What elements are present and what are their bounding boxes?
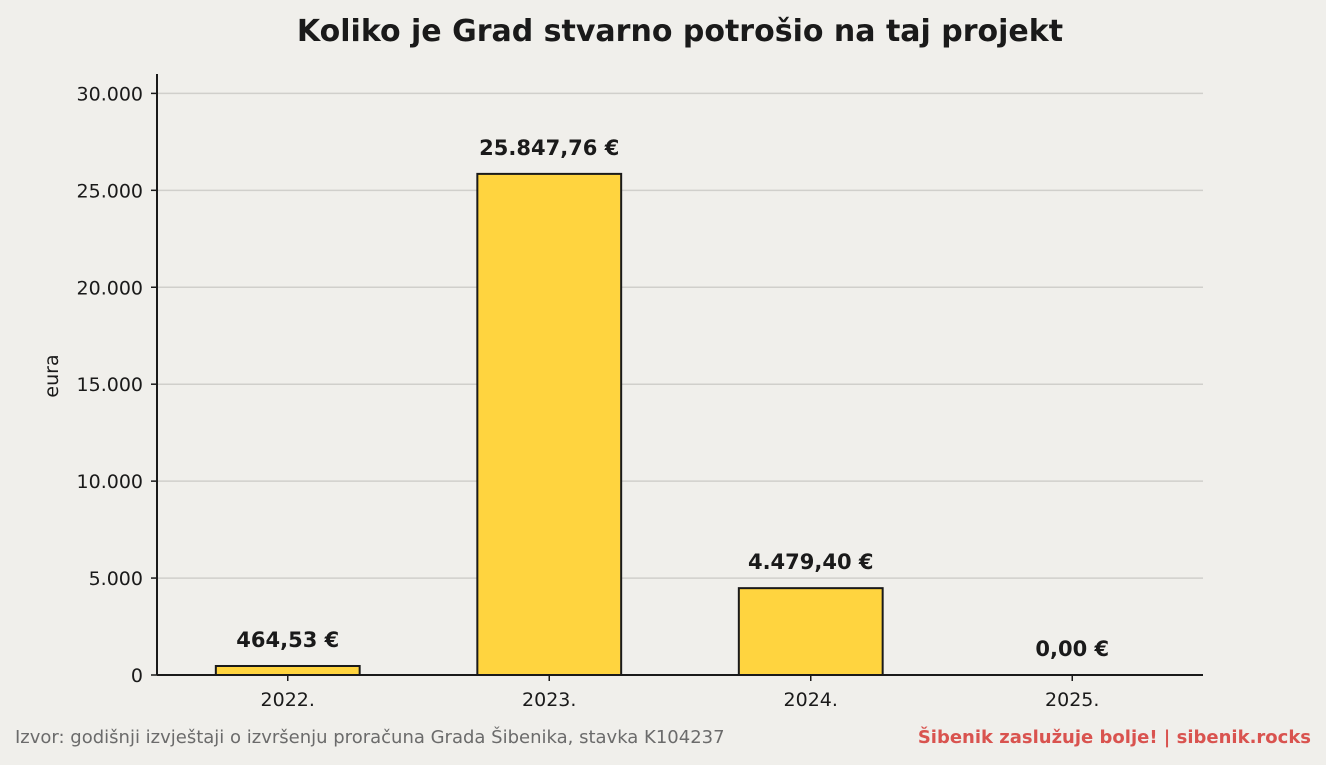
y-tick-label: 30.000: [77, 83, 143, 105]
data-label: 4.479,40 €: [748, 550, 874, 574]
y-axis-label: eura: [41, 354, 63, 397]
data-label: 0,00 €: [1035, 637, 1109, 661]
brand-link[interactable]: Šibenik zaslužuje bolje! | sibenik.rocks: [917, 727, 1311, 748]
y-tick-label: 20.000: [77, 277, 143, 299]
chart-title: Koliko je Grad stvarno potrošio na taj p…: [297, 14, 1063, 49]
bar-2023: [476, 172, 623, 677]
y-tick-label: 25.000: [77, 180, 143, 202]
bar-2022: [214, 664, 361, 677]
y-tick-label: 10.000: [77, 471, 143, 493]
grid-lines: [157, 92, 1203, 579]
y-tick-label: 5.000: [89, 568, 143, 590]
bar-2024: [737, 587, 884, 676]
y-tick-label: 15.000: [77, 374, 143, 396]
data-label: 25.847,76 €: [479, 136, 619, 160]
y-tick-label: 0: [131, 665, 143, 687]
data-labels: 464,53 € 25.847,76 € 4.479,40 € 0,00 €: [236, 136, 1109, 661]
x-tick-label: 2025.: [1045, 689, 1099, 711]
x-tick-labels: 2022. 2023. 2024. 2025.: [261, 689, 1100, 711]
bars: [214, 172, 1145, 677]
axes: [151, 74, 1203, 681]
data-label: 464,53 €: [236, 628, 339, 652]
x-tick-label: 2024.: [784, 689, 838, 711]
x-tick-label: 2022.: [261, 689, 315, 711]
x-tick-label: 2023.: [522, 689, 576, 711]
source-note: Izvor: godišnji izvještaji o izvršenju p…: [15, 727, 725, 748]
y-tick-labels: 0 5.000 10.000 15.000 20.000 25.000 30.000: [77, 83, 143, 687]
